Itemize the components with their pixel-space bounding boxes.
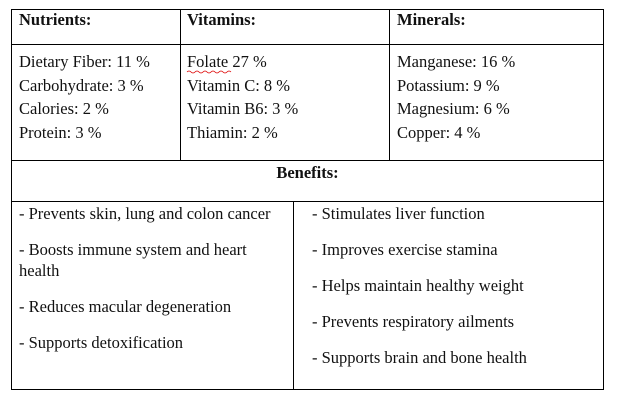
list-item: Thiamin: 2 %: [187, 122, 278, 142]
list-item: - Stimulates liver function: [312, 204, 485, 223]
list-item: - Supports brain and bone health: [312, 348, 527, 367]
list-item: Calories: 2 %: [19, 99, 109, 118]
header-cell: Minerals:: [397, 10, 466, 29]
list-item: Dietary Fiber: 11 %: [19, 52, 150, 71]
cell-list: Manganese: 16 % Potassium: 9 % Magnesium: …: [397, 50, 515, 144]
list-item: - Reduces macular degeneration: [19, 297, 232, 316]
list-item: Potassium: 9 %: [397, 75, 500, 95]
list-item: Copper: 4 %: [397, 122, 481, 142]
list-item: - Boosts immune system and heart health: [19, 240, 247, 280]
list-item: Vitamin B6: 3 %: [187, 99, 299, 118]
list-item: Manganese: 16 %: [397, 52, 516, 71]
list-item: Folate 27 %: [187, 52, 267, 71]
list-item: - Prevents respiratory ailments: [312, 312, 515, 331]
benefits-list: - Prevents skin, lung and colon cancer - …: [19, 203, 289, 368]
list-item: Vitamin C: 8 %: [187, 75, 291, 95]
list-item: - Improves exercise stamina: [312, 240, 498, 259]
header-cell: Vitamins:: [187, 10, 257, 29]
benefits-list: - Stimulates liver function - Improves ex…: [312, 203, 597, 383]
list-item: - Helps maintain healthy weight: [312, 276, 524, 295]
list-item: - Supports detoxification: [19, 333, 184, 352]
cell-list: Folate 27 % Vitamin C: 8 % Vitamin B6: 3 %…: [187, 50, 298, 144]
benefits-title: Benefits:: [276, 163, 339, 182]
cell-list: Dietary Fiber: 11 % Carbohydrate: 3 % Calo…: [19, 50, 150, 144]
list-item: Magnesium: 6 %: [397, 99, 510, 118]
list-item: Carbohydrate: 3 %: [19, 75, 144, 95]
list-item: Protein: 3 %: [19, 122, 102, 142]
list-item: - Prevents skin, lung and colon cancer: [19, 204, 271, 223]
header-cell: Nutrients:: [19, 10, 92, 29]
